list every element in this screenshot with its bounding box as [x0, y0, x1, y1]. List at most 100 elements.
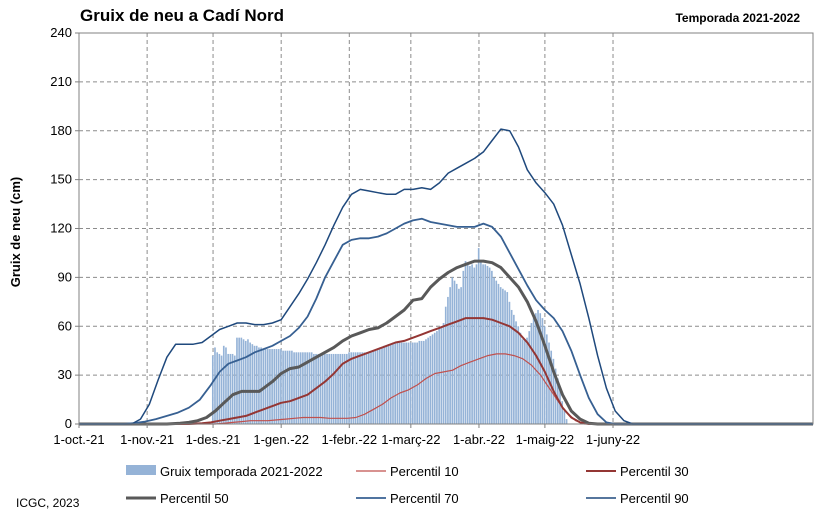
snow-depth-bar	[251, 344, 254, 424]
snow-depth-bar	[394, 342, 397, 424]
snow-depth-bar	[444, 306, 447, 424]
snow-depth-bar	[451, 277, 454, 424]
snow-depth-bar	[473, 267, 476, 424]
snow-depth-bar	[458, 288, 460, 424]
snow-depth-bar	[475, 264, 478, 424]
snow-depth-bar	[559, 389, 561, 424]
snow-depth-bar	[515, 321, 517, 424]
snow-depth-bar	[381, 347, 383, 424]
snow-depth-bar	[330, 353, 333, 424]
x-tick-label: 1-abr.-22	[453, 432, 505, 447]
snow-depth-bar	[238, 337, 240, 424]
snow-depth-bar	[464, 261, 467, 424]
snow-depth-bar	[513, 314, 515, 424]
snow-depth-bar	[519, 332, 522, 424]
snow-depth-bar	[506, 292, 509, 424]
snow-depth-bar	[535, 313, 537, 424]
snow-depth-bar	[383, 345, 386, 424]
snow-depth-bar	[275, 349, 278, 424]
snow-depth-bar	[271, 349, 273, 424]
snow-depth-bar	[565, 419, 568, 424]
snow-depth-bar	[387, 344, 390, 424]
snow-depth-bar	[524, 339, 526, 424]
snow-depth-bar	[346, 353, 348, 424]
snow-depth-bar	[537, 309, 539, 424]
y-tick-label: 150	[50, 172, 72, 187]
snow-depth-bar	[214, 347, 216, 424]
snow-depth-bar	[462, 270, 465, 424]
snow-depth-bar	[469, 265, 471, 424]
snow-depth-bar	[249, 342, 251, 424]
snow-depth-bar	[273, 349, 276, 424]
snow-depth-bar	[324, 353, 326, 424]
x-tick-label: 1-març-22	[381, 432, 440, 447]
snow-depth-bar	[495, 280, 498, 424]
snow-depth-bar	[253, 345, 256, 424]
snow-depth-bar	[260, 347, 262, 424]
snow-depth-bar	[361, 352, 364, 424]
snow-depth-bar	[302, 352, 304, 424]
percentile-line-5	[79, 128, 813, 425]
snow-depth-bar	[502, 288, 504, 424]
snow-depth-bar	[356, 352, 359, 424]
snow-depth-bar	[225, 347, 227, 424]
chart-title: Gruix de neu a Cadí Nord	[80, 6, 284, 25]
snow-depth-bar	[306, 352, 309, 424]
snow-depth-bar	[482, 264, 484, 424]
snow-depth-bar	[541, 318, 544, 424]
snow-depth-bar	[240, 337, 243, 424]
snow-depth-bar	[348, 352, 350, 424]
y-tick-label: 240	[50, 25, 72, 40]
snow-depth-bar	[310, 352, 313, 424]
legend-label: Percentil 10	[390, 464, 459, 479]
snow-depth-bar	[526, 337, 528, 424]
snow-depth-bar	[337, 353, 339, 424]
y-tick-label: 30	[58, 367, 72, 382]
snow-depth-bar	[466, 264, 469, 424]
snow-depth-bar	[288, 350, 291, 424]
snow-depth-bar	[486, 265, 489, 424]
snow-depth-bar	[455, 283, 458, 424]
snow-depth-bar	[453, 280, 456, 424]
snow-depth-bar	[504, 290, 506, 424]
snow-depth-bar	[374, 350, 377, 424]
snow-depth-bar	[389, 344, 392, 424]
legend-label: Percentil 70	[390, 491, 459, 506]
y-axis-label: Gruix de neu (cm)	[8, 177, 23, 288]
x-tick-label: 1-oct.-21	[53, 432, 104, 447]
snow-depth-bar	[539, 313, 542, 424]
percentile-line-4	[79, 217, 813, 425]
snow-depth-bar	[449, 287, 451, 424]
snow-depth-bar	[438, 327, 440, 424]
snow-depth-bar	[400, 342, 403, 424]
snow-depth-bar	[262, 349, 265, 424]
snow-depth-bar	[440, 326, 443, 424]
snow-depth-bar	[396, 342, 399, 424]
snow-depth-bar	[392, 342, 394, 424]
x-tick-label: 1-febr.-22	[321, 432, 377, 447]
snow-depth-bar	[376, 349, 379, 424]
snow-depth-bar	[295, 352, 298, 424]
snow-depth-bar	[352, 352, 355, 424]
snow-depth-bar	[280, 349, 282, 424]
snow-depth-bar	[304, 352, 306, 424]
snow-depth-bars	[211, 248, 568, 424]
snow-depth-bar	[227, 353, 229, 424]
percentile-line-1	[79, 353, 813, 425]
snow-depth-bar	[317, 353, 320, 424]
y-tick-label: 180	[50, 123, 72, 138]
snow-depth-bar	[242, 339, 245, 424]
percentile-line-3	[79, 259, 813, 426]
snow-depth-bar	[488, 267, 491, 424]
snow-depth-bar	[427, 337, 429, 424]
snow-depth-bar	[293, 352, 295, 424]
snow-depth-bar	[335, 353, 337, 424]
legend-label: Gruix temporada 2021-2022	[160, 464, 323, 479]
x-tick-label: 1-des.-21	[186, 432, 241, 447]
snow-depth-bar	[328, 353, 331, 424]
legend-label: Percentil 90	[620, 491, 689, 506]
x-tick-label: 1-gen.-22	[253, 432, 309, 447]
y-tick-label: 90	[58, 269, 72, 284]
snow-depth-bar	[211, 355, 214, 424]
x-tick-label: 1-juny-22	[586, 432, 640, 447]
